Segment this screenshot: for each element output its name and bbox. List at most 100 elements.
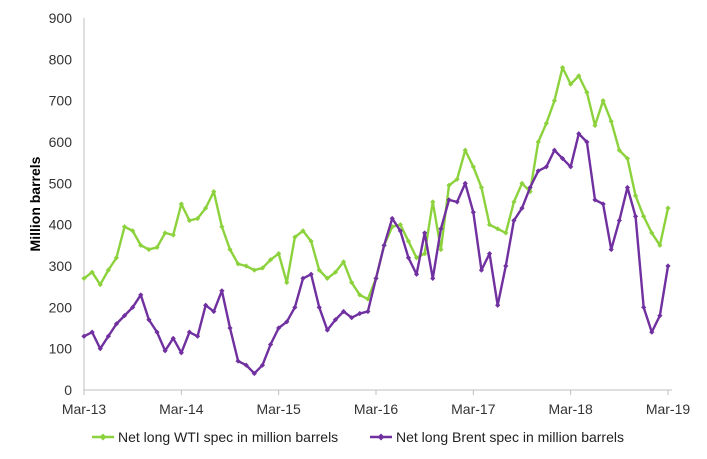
y-axis-title: Million barrels — [27, 156, 43, 251]
data-point — [641, 213, 647, 219]
y-tick-labels: 0 100 200 300 400 500 600 700 800 900 — [49, 10, 73, 398]
data-point — [592, 122, 598, 129]
data-point — [584, 139, 590, 145]
data-point — [203, 205, 209, 211]
x-tick-label: Mar-17 — [451, 401, 496, 417]
data-point — [219, 288, 225, 294]
data-point — [194, 333, 201, 339]
data-point — [105, 333, 111, 339]
data-point — [519, 205, 525, 211]
data-point — [138, 242, 144, 248]
y-tick-label: 900 — [49, 10, 73, 26]
data-point — [543, 120, 549, 126]
x-tick-label: Mar-13 — [62, 401, 107, 417]
data-point — [413, 271, 420, 277]
data-point — [349, 315, 355, 321]
data-point — [608, 118, 614, 124]
data-point — [113, 255, 120, 261]
data-point — [503, 263, 509, 269]
data-point — [470, 209, 476, 215]
data-point — [422, 230, 428, 236]
y-tick-label: 100 — [49, 341, 73, 357]
data-point — [170, 335, 176, 341]
data-point — [649, 329, 655, 335]
x-tick-labels: Mar-13 Mar-14 Mar-15 Mar-16 Mar-17 Mar-18 Mar-… — [62, 390, 691, 417]
data-point — [211, 308, 217, 315]
data-point — [357, 310, 363, 317]
data-point — [324, 327, 330, 333]
data-point — [568, 81, 574, 87]
data-point — [194, 215, 201, 222]
data-point — [389, 215, 395, 222]
data-point — [657, 313, 663, 319]
data-point — [316, 267, 322, 273]
data-point — [284, 279, 290, 286]
data-point — [641, 304, 647, 310]
data-point — [632, 213, 639, 219]
data-point — [503, 230, 509, 236]
data-point — [308, 271, 314, 277]
data-point — [121, 224, 128, 230]
legend-marker — [99, 433, 107, 441]
data-point — [535, 139, 541, 145]
data-point — [616, 217, 622, 224]
data-point — [446, 197, 452, 203]
data-point — [81, 275, 87, 281]
x-axis: Mar-13 Mar-14 Mar-15 Mar-16 Mar-17 Mar-18 Mar-… — [62, 389, 691, 417]
x-tick-label: Mar-16 — [354, 401, 399, 417]
data-point — [438, 246, 444, 253]
legend-label: Net long Brent spec in million barrels — [396, 429, 624, 445]
data-point — [235, 358, 241, 364]
data-point — [332, 317, 339, 323]
data-point — [616, 147, 622, 153]
data-point — [284, 319, 290, 325]
data-point — [413, 255, 420, 261]
data-point — [308, 238, 314, 244]
y-tick-label: 0 — [64, 382, 72, 398]
series-brent — [81, 131, 671, 377]
data-point — [121, 313, 128, 319]
data-point — [267, 341, 274, 348]
x-tick-label: Mar-19 — [646, 401, 691, 417]
data-point — [486, 222, 493, 228]
data-point — [259, 265, 266, 271]
data-point — [178, 201, 184, 207]
data-point — [422, 251, 428, 257]
data-point — [462, 180, 468, 186]
data-point — [243, 263, 249, 269]
data-point — [162, 230, 168, 236]
data-point — [105, 267, 111, 273]
data-point — [405, 255, 412, 261]
data-point — [146, 246, 152, 253]
legend-label: Net long WTI spec in million barrels — [118, 429, 338, 445]
data-point — [608, 246, 614, 253]
data-point — [454, 176, 460, 182]
data-point — [657, 242, 663, 248]
data-point — [568, 164, 574, 170]
data-point — [584, 89, 590, 95]
data-point — [527, 184, 533, 191]
x-tick-label: Mar-15 — [256, 401, 301, 417]
data-point — [113, 321, 120, 327]
data-point — [89, 329, 95, 335]
data-point — [592, 197, 598, 203]
data-point — [470, 164, 476, 170]
y-tick-label: 600 — [49, 134, 73, 150]
data-point — [130, 304, 136, 310]
series-line — [83, 66, 670, 301]
data-point — [243, 362, 249, 368]
data-point — [227, 246, 233, 253]
data-point — [251, 267, 257, 273]
data-point — [665, 263, 671, 269]
data-point — [397, 228, 403, 234]
data-point — [267, 257, 274, 263]
data-point — [332, 269, 339, 275]
data-point — [486, 251, 493, 257]
y-tick-label: 700 — [49, 93, 73, 109]
data-point — [478, 267, 485, 273]
data-point — [543, 164, 549, 170]
data-point — [178, 350, 184, 356]
data-point — [551, 147, 558, 153]
y-tick-label: 400 — [49, 217, 73, 233]
data-point — [340, 308, 347, 315]
